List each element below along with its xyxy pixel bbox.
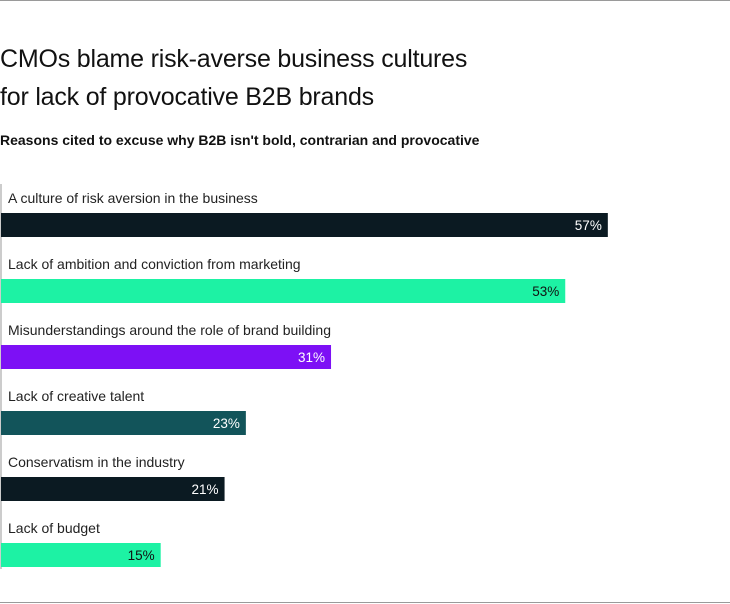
chart-title-line-2: for lack of provocative B2B brands [0, 83, 374, 111]
category-label: A culture of risk aversion in the busine… [8, 190, 258, 206]
bar [1, 345, 332, 369]
bar-row: Conservatism in the industry 21% [1, 454, 225, 501]
category-label: Lack of ambition and conviction from mar… [8, 256, 301, 272]
bar-row: Misunderstandings around the role of bra… [1, 322, 332, 369]
category-label: Misunderstandings around the role of bra… [8, 322, 331, 338]
value-label: 15% [128, 548, 155, 563]
bar [1, 279, 566, 303]
bar-chart: A culture of risk aversion in the busine… [0, 184, 608, 569]
chart-title: CMOs blame risk-averse business cultures… [0, 40, 700, 116]
bar [1, 411, 246, 435]
bar [1, 477, 225, 501]
bar [1, 543, 161, 567]
top-rule [0, 0, 730, 1]
bar-row: A culture of risk aversion in the busine… [1, 190, 608, 237]
category-label: Lack of budget [8, 520, 100, 536]
chart-subtitle: Reasons cited to excuse why B2B isn't bo… [0, 132, 480, 148]
bar [1, 213, 608, 237]
bar-row: Lack of budget 15% [1, 520, 161, 567]
category-label: Lack of creative talent [8, 388, 144, 404]
value-label: 57% [575, 218, 602, 233]
value-label: 21% [192, 482, 219, 497]
value-label: 31% [298, 350, 325, 365]
chart-title-line-1: CMOs blame risk-averse business cultures [0, 45, 468, 73]
category-label: Conservatism in the industry [8, 454, 185, 470]
bar-row: Lack of ambition and conviction from mar… [1, 256, 566, 303]
value-label: 23% [213, 416, 240, 431]
bottom-rule [0, 602, 730, 603]
value-label: 53% [532, 284, 559, 299]
bar-row: Lack of creative talent 23% [1, 388, 246, 435]
